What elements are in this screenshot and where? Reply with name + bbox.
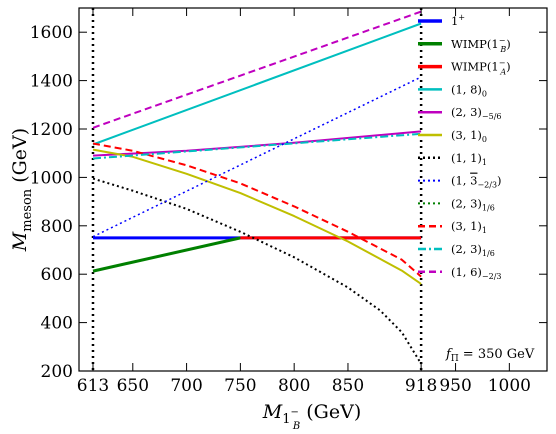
x-tick-label-7: 950 (439, 376, 471, 396)
series-lines (92, 10, 422, 365)
reference-vlines (91, 8, 423, 371)
series-line-5 (92, 148, 422, 285)
legend-label-2: WIMP(1− A) (451, 59, 511, 77)
x-tick-label-3: 750 (224, 376, 256, 396)
x-tick-label-5: 850 (332, 376, 364, 396)
legend-label-11: (1, 6)−2/3 (451, 265, 502, 281)
legend-label-7: (1, 3−2/3) (451, 174, 502, 190)
y-tick-label-2: 600 (41, 265, 73, 285)
legend-label-0: 1+ (451, 13, 465, 28)
x-tick-label-0: 613 (77, 376, 109, 396)
legend-label-4: (2, 3)−5/6 (451, 105, 502, 121)
y-axis-label: Mmeson (GeV) (9, 128, 35, 252)
legend-label-3: (1, 8)0 (451, 82, 487, 98)
x-tick-label-8: 1000 (488, 376, 531, 396)
y-tick-label-1: 400 (41, 314, 73, 334)
legend-label-5: (3, 1)0 (451, 128, 487, 144)
series-line-11 (92, 10, 422, 129)
annotation: fΠ = 350 GeV (445, 347, 535, 364)
axes-frame (78, 7, 548, 372)
axis-labels: M1− B (GeV) Mmeson (GeV) (9, 128, 361, 432)
y-tick-label-3: 800 (41, 217, 73, 237)
legend-label-10: (2, 3)1/6 (451, 242, 495, 258)
legend: 1+ WIMP(1− B) WIMP(1− A) (1, 8)0 (2, 3)−5/6 (3,… (418, 13, 511, 281)
x-axis-label: M1− B (GeV) (262, 401, 362, 432)
f-pi-annotation: fΠ = 350 GeV (445, 347, 535, 364)
series-line-10 (92, 132, 422, 160)
y-tick-label-7: 1600 (30, 23, 73, 43)
legend-label-9: (3, 1)1 (451, 219, 487, 235)
y-tick-label-0: 200 (41, 362, 73, 382)
y-tick-label-6: 1400 (30, 72, 73, 92)
x-tick-label-4: 800 (278, 376, 310, 396)
axes (78, 7, 548, 372)
y-tick-label-4: 1000 (30, 168, 73, 188)
legend-label-6: (1, 1)1 (451, 151, 487, 167)
series-line-6 (92, 177, 422, 365)
x-tick-label-6: 918 (405, 376, 437, 396)
x-tick-label-2: 700 (170, 376, 202, 396)
series-line-1 (92, 236, 241, 273)
y-tick-label-5: 1200 (30, 120, 73, 140)
tick-labels: 613 650 700 750 800 850 918 950 1000 200 400 600 800… (30, 8, 547, 396)
legend-label-1: WIMP(1− B) (451, 36, 511, 54)
x-tick-label-1: 650 (117, 376, 149, 396)
series-line-3 (92, 22, 422, 146)
legend-label-8: (2, 3)1/6 (451, 196, 495, 212)
series-line-9 (92, 142, 422, 278)
series-line-7 (92, 76, 422, 238)
